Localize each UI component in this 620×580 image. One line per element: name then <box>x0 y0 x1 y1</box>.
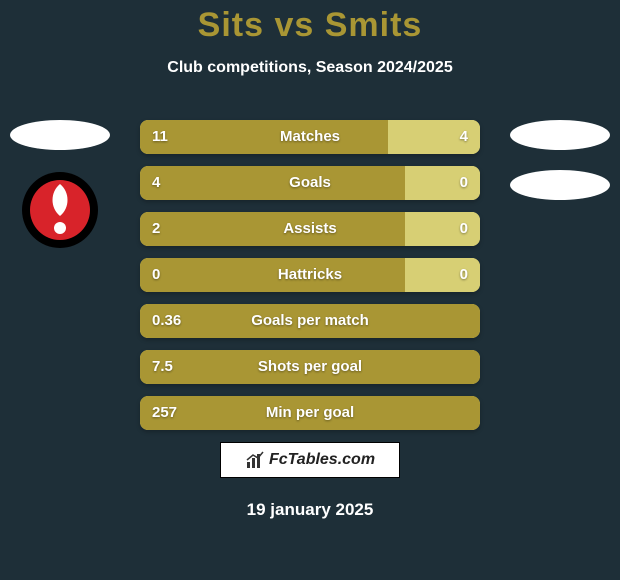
stat-label: Shots per goal <box>140 350 480 384</box>
player-left-ellipse <box>10 120 110 150</box>
stat-row: 257Min per goal <box>140 396 480 430</box>
stat-row: 114Matches <box>140 120 480 154</box>
player-right-ellipse-2 <box>510 170 610 200</box>
stat-bars-container: 114Matches 40Goals 20Assists 00Hattricks 0.3… <box>140 120 480 442</box>
stat-row: 20Assists <box>140 212 480 246</box>
brand-footer[interactable]: FcTables.com <box>220 442 400 478</box>
stat-row: 0.36Goals per match <box>140 304 480 338</box>
stat-label: Matches <box>140 120 480 154</box>
comparison-infographic: Sits vs Smits Club competitions, Season … <box>0 0 620 580</box>
stat-label: Assists <box>140 212 480 246</box>
left-player-column <box>10 120 110 250</box>
stat-label: Goals <box>140 166 480 200</box>
stat-row: 7.5Shots per goal <box>140 350 480 384</box>
stat-row: 00Hattricks <box>140 258 480 292</box>
brand-text: FcTables.com <box>269 451 375 469</box>
stat-label: Min per goal <box>140 396 480 430</box>
player-right-ellipse-1 <box>510 120 610 150</box>
club-badge-left <box>20 170 100 250</box>
subtitle: Club competitions, Season 2024/2025 <box>0 59 620 77</box>
stat-label: Goals per match <box>140 304 480 338</box>
brand-chart-icon <box>245 450 265 470</box>
right-player-column <box>510 120 610 220</box>
stat-label: Hattricks <box>140 258 480 292</box>
date-label: 19 january 2025 <box>0 500 620 520</box>
stat-row: 40Goals <box>140 166 480 200</box>
page-title: Sits vs Smits <box>0 0 620 45</box>
